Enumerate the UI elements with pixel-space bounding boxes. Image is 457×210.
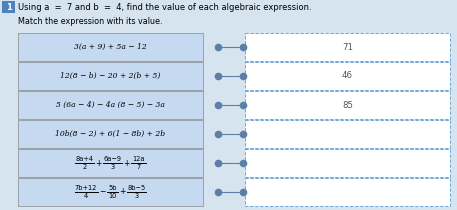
Text: Match the expression with its value.: Match the expression with its value. [18,17,163,25]
Text: +: + [123,159,130,168]
FancyBboxPatch shape [245,178,450,206]
FancyBboxPatch shape [245,62,450,90]
Text: 1: 1 [5,3,11,12]
FancyBboxPatch shape [245,91,450,119]
FancyBboxPatch shape [18,178,203,206]
Text: −: − [99,188,105,197]
FancyBboxPatch shape [245,33,450,61]
Text: 2: 2 [82,164,86,170]
Text: 3(a + 9) + 5a − 12: 3(a + 9) + 5a − 12 [74,43,147,51]
Text: 12a: 12a [133,156,145,162]
FancyBboxPatch shape [18,120,203,148]
Text: 46: 46 [342,71,353,80]
Text: +: + [95,159,101,168]
Text: 6a−9: 6a−9 [103,156,122,162]
Text: 85: 85 [342,101,353,109]
FancyBboxPatch shape [245,120,450,148]
FancyBboxPatch shape [2,1,15,13]
Text: 7: 7 [137,164,141,170]
Text: 5b: 5b [108,185,117,191]
Text: 8a+4: 8a+4 [75,156,93,162]
Text: 71: 71 [342,42,353,51]
Text: 4: 4 [84,193,88,199]
Text: 12(8 − b) − 20 + 2(b + 5): 12(8 − b) − 20 + 2(b + 5) [60,72,161,80]
Text: 10b(8 − 2) + 6(1 − 8b) + 2b: 10b(8 − 2) + 6(1 − 8b) + 2b [55,130,165,138]
FancyBboxPatch shape [18,91,203,119]
Text: 8b−5: 8b−5 [128,185,146,191]
FancyBboxPatch shape [18,33,203,61]
FancyBboxPatch shape [245,149,450,177]
Text: 7b+12: 7b+12 [75,185,97,191]
Text: 3: 3 [110,164,114,170]
Text: Using a  =  7 and b  =  4, find the value of each algebraic expression.: Using a = 7 and b = 4, find the value of… [18,4,312,13]
Text: 3: 3 [135,193,139,199]
FancyBboxPatch shape [18,62,203,90]
Text: 5 (6a − 4) − 4a (8 − 5) − 3a: 5 (6a − 4) − 4a (8 − 5) − 3a [56,101,165,109]
FancyBboxPatch shape [18,149,203,177]
Text: 10: 10 [108,193,117,199]
Text: +: + [120,188,126,197]
